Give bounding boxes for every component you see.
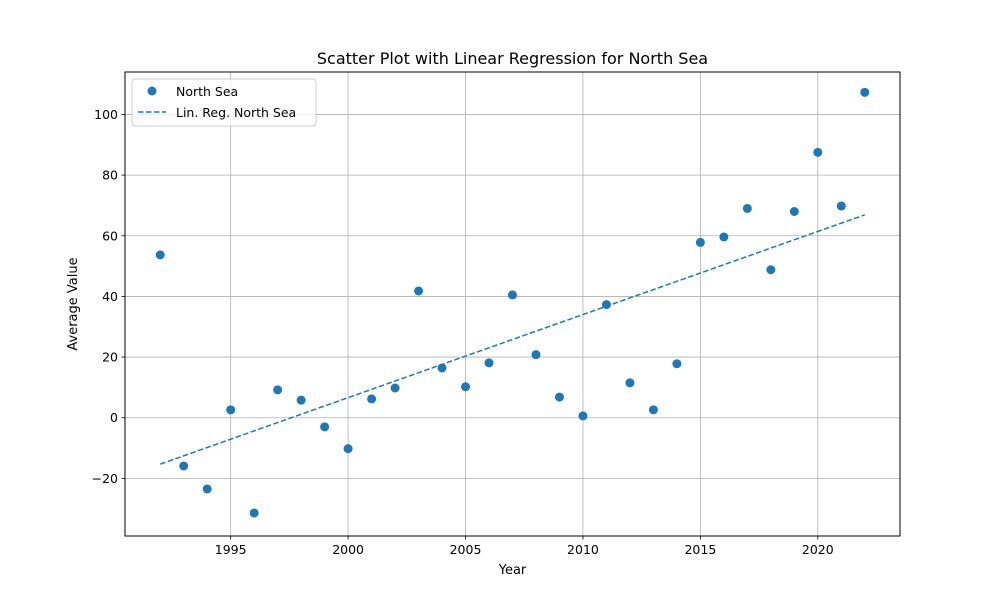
data-point [813, 147, 823, 157]
y-tick-label: 0 [110, 410, 118, 425]
data-point [390, 383, 400, 393]
x-axis-label: Year [498, 563, 527, 578]
data-point [249, 508, 259, 518]
data-point [343, 444, 353, 454]
legend-label-scatter: North Sea [176, 84, 238, 99]
x-tick-label: 2005 [450, 542, 482, 557]
y-tick-label: −20 [92, 471, 118, 486]
y-tick-label: 80 [102, 168, 118, 183]
x-tick-label: 2000 [332, 542, 364, 557]
data-point [836, 201, 846, 211]
y-axis-label: Average Value [66, 257, 81, 350]
y-tick-label: 20 [102, 350, 118, 365]
regression-line [159, 214, 866, 465]
data-point [461, 382, 471, 392]
x-tick-label: 2015 [684, 542, 716, 557]
data-point [578, 411, 588, 421]
legend-label-line: Lin. Reg. North Sea [176, 105, 296, 120]
data-point [789, 207, 799, 217]
x-tick-label: 2020 [802, 542, 834, 557]
legend-marker-scatter [147, 86, 157, 96]
legend: North Sea Lin. Reg. North Sea [131, 78, 317, 127]
data-point [414, 286, 424, 296]
x-tick-label: 2010 [567, 542, 599, 557]
y-tick-label: 100 [94, 107, 118, 122]
plot-area-frame [124, 71, 901, 537]
data-point [719, 232, 729, 242]
tick-layer: 1995 2000 2005 2010 2015 2020 −20 0 20 40 60 80 100 [92, 107, 834, 557]
data-point [742, 203, 752, 213]
data-point [320, 422, 330, 432]
y-tick-label: 40 [102, 289, 118, 304]
data-point [625, 378, 635, 388]
y-tick-label: 60 [102, 228, 118, 243]
data-point [273, 385, 283, 395]
data-point [484, 358, 494, 368]
data-point [179, 461, 189, 471]
data-point [766, 265, 776, 275]
data-point [648, 405, 658, 415]
data-layer [155, 87, 870, 518]
data-point [296, 395, 306, 405]
data-point [554, 392, 564, 402]
data-point [155, 250, 165, 260]
data-point [531, 350, 541, 360]
chart-title: Scatter Plot with Linear Regression for … [317, 49, 708, 68]
data-point [367, 394, 377, 404]
legend-box [131, 78, 317, 127]
data-point [860, 87, 870, 97]
data-point [202, 484, 212, 494]
data-point [601, 300, 611, 310]
data-point [226, 405, 236, 415]
x-tick-label: 1995 [215, 542, 247, 557]
data-point [508, 290, 517, 300]
data-point [672, 359, 682, 369]
data-point [695, 237, 705, 247]
data-point [437, 363, 447, 373]
